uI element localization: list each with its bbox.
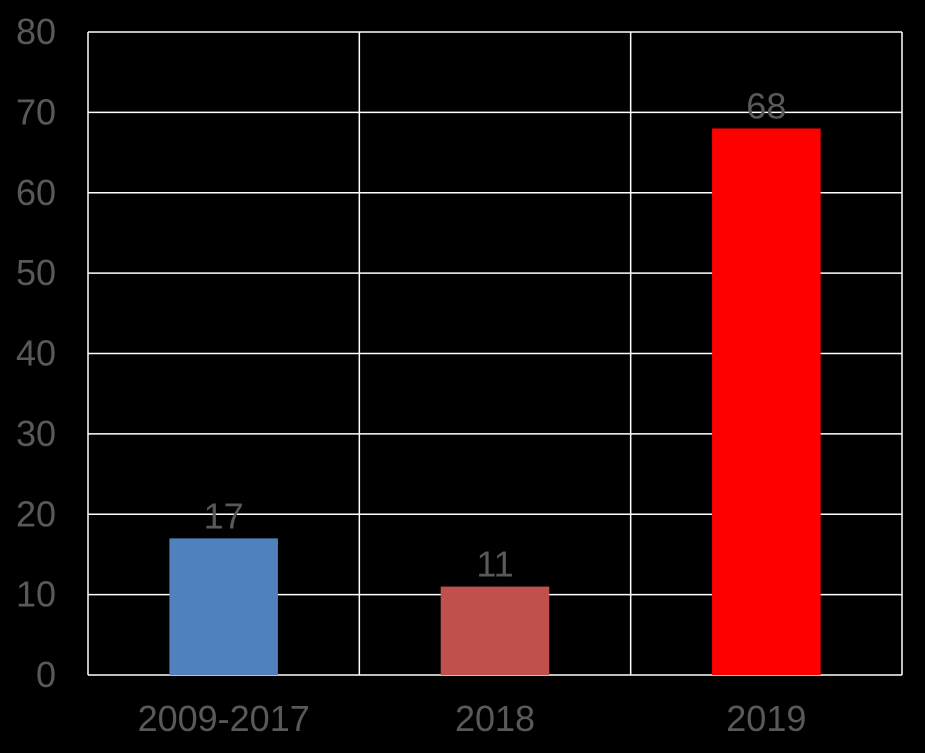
bars-layer [169,128,821,675]
bar-2009-2017 [169,538,278,675]
data-label-2009-2017: 17 [204,495,244,536]
y-tick-label-50: 50 [16,252,56,293]
bar-2018 [440,586,550,675]
x-axis-ticks: 2009-2017 2018 2019 [138,698,807,739]
y-tick-label-70: 70 [16,91,56,132]
y-tick-label-40: 40 [16,333,56,374]
y-tick-label-0: 0 [36,654,56,695]
y-tick-label-80: 80 [16,11,56,52]
y-axis-ticks: 0 10 20 30 40 50 60 70 80 [16,11,56,695]
bar-2019 [712,128,821,675]
data-label-2018: 11 [476,544,513,585]
grid-layer [87,31,903,676]
x-tick-label-2009-2017: 2009-2017 [138,698,310,739]
y-tick-label-10: 10 [16,574,56,615]
x-tick-label-2018: 2018 [455,698,535,739]
data-label-2019: 68 [746,85,786,126]
x-tick-label-2019: 2019 [726,698,806,739]
y-tick-label-30: 30 [16,413,56,454]
y-tick-label-60: 60 [16,172,56,213]
y-tick-label-20: 20 [16,493,56,534]
data-labels: 17 11 68 [204,85,787,584]
